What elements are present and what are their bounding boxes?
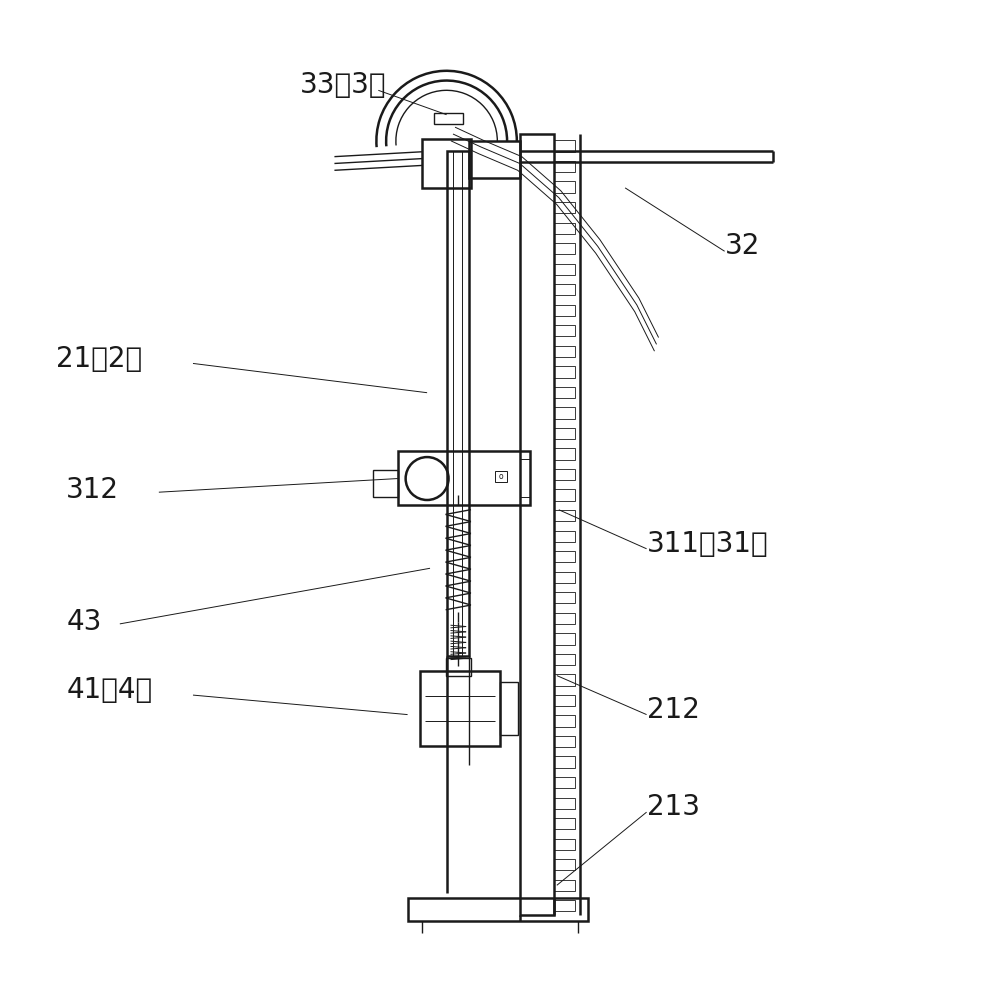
Bar	[554, 613, 576, 624]
Bar	[554, 900, 576, 911]
Bar	[398, 451, 530, 505]
Bar	[446, 151, 469, 656]
Bar	[554, 489, 576, 501]
Bar	[407, 898, 588, 921]
Bar	[554, 448, 576, 460]
Bar	[374, 470, 398, 497]
Bar	[554, 695, 576, 706]
Bar	[554, 305, 576, 316]
Bar	[554, 551, 576, 562]
Bar	[554, 798, 576, 809]
Bar	[554, 366, 576, 378]
Text: 21（2）: 21（2）	[57, 345, 142, 373]
Bar	[500, 682, 518, 735]
Bar	[554, 325, 576, 336]
Bar	[554, 633, 576, 645]
Bar	[434, 113, 463, 124]
Text: 41（4）: 41（4）	[66, 676, 152, 704]
Bar	[554, 572, 576, 583]
Text: 32: 32	[725, 232, 760, 260]
Bar	[422, 139, 471, 188]
Bar	[554, 818, 576, 829]
Text: 213: 213	[646, 793, 699, 821]
Text: 33（3）: 33（3）	[300, 71, 387, 99]
Bar	[554, 674, 576, 686]
Text: 311（31）: 311（31）	[646, 530, 768, 558]
Text: 212: 212	[646, 696, 699, 724]
Text: 312: 312	[66, 476, 119, 504]
Bar	[495, 471, 507, 482]
Text: o: o	[499, 472, 503, 481]
Bar	[520, 134, 554, 915]
Bar	[554, 161, 576, 172]
Bar	[445, 658, 471, 676]
Bar	[554, 223, 576, 234]
Bar	[554, 140, 576, 152]
Bar	[554, 736, 576, 747]
Text: 43: 43	[66, 608, 102, 636]
Bar	[554, 756, 576, 768]
Bar	[469, 141, 520, 178]
Bar	[554, 592, 576, 603]
Bar	[554, 264, 576, 275]
Bar	[554, 284, 576, 295]
Bar	[554, 181, 576, 193]
Bar	[554, 346, 576, 357]
Bar	[554, 715, 576, 727]
Bar	[554, 202, 576, 213]
Bar	[554, 510, 576, 521]
Bar	[554, 387, 576, 398]
Bar	[554, 243, 576, 254]
Bar	[554, 654, 576, 665]
Bar	[554, 777, 576, 788]
Bar	[554, 428, 576, 439]
Bar	[420, 671, 500, 746]
Bar	[554, 859, 576, 870]
Bar	[554, 469, 576, 480]
Bar	[554, 407, 576, 419]
Bar	[554, 880, 576, 891]
Bar	[554, 839, 576, 850]
Bar	[554, 531, 576, 542]
